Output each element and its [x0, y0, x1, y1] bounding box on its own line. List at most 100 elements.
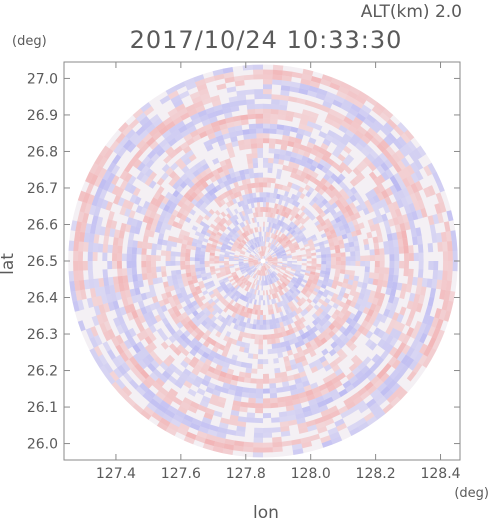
radar-cell: [321, 74, 333, 83]
radar-cell: [272, 69, 283, 76]
radar-cell: [349, 225, 356, 233]
radar-cell: [146, 272, 153, 280]
radar-cell: [385, 287, 392, 296]
radar-cell: [112, 253, 118, 261]
radar-cell: [75, 221, 82, 232]
radar-cell: [136, 372, 146, 383]
radar-cell: [202, 238, 209, 243]
radar-cell: [162, 413, 173, 423]
radar-cell: [269, 212, 274, 218]
radar-cell: [279, 270, 285, 275]
radar-cell: [189, 422, 201, 431]
radar-cell: [194, 364, 203, 372]
radar-cell: [243, 255, 249, 258]
radar-cell: [140, 347, 150, 357]
radar-cell: [273, 247, 279, 252]
radar-cell: [98, 354, 108, 366]
radar-cell: [363, 294, 370, 302]
radar-cell: [400, 197, 409, 207]
radar-cell: [244, 264, 250, 268]
radar-cell: [253, 299, 257, 305]
radar-cell: [271, 299, 275, 305]
radar-cell: [228, 131, 237, 138]
radar-cell: [389, 254, 395, 261]
radar-cell: [269, 227, 272, 233]
radar-cell: [300, 269, 306, 273]
radar-cell: [206, 211, 213, 218]
radar-cell: [201, 313, 208, 320]
radar-cell: [332, 223, 339, 229]
radar-cell: [370, 123, 381, 134]
radar-cell: [255, 408, 263, 414]
radar-cell: [277, 114, 286, 121]
radar-cell: [249, 255, 254, 258]
radar-cell: [217, 221, 224, 227]
radar-cell: [225, 207, 232, 214]
radar-cell: [193, 303, 200, 311]
radar-cell: [384, 196, 392, 206]
radar-cell: [292, 292, 298, 298]
radar-cell: [268, 274, 271, 280]
radar-cell: [272, 282, 277, 288]
radar-cell: [255, 304, 259, 310]
radar-cell: [213, 298, 220, 304]
radar-cell: [349, 426, 361, 436]
radar-cell: [221, 175, 228, 183]
radar-cell: [427, 296, 435, 307]
radar-cell: [290, 279, 296, 285]
radar-cell: [270, 278, 273, 284]
radar-cell: [190, 401, 200, 410]
radar-cell: [321, 198, 329, 206]
radar-cell: [247, 402, 256, 409]
radar-cell: [271, 178, 276, 184]
radar-cell: [326, 112, 336, 121]
radar-cell: [278, 184, 284, 190]
radar-cell: [315, 248, 321, 253]
radar-cell: [188, 283, 195, 290]
radar-cell: [389, 337, 398, 347]
radar-cell: [376, 165, 386, 175]
radar-cell: [194, 264, 200, 269]
radar-cell: [394, 261, 400, 269]
radar-cell: [338, 318, 346, 326]
radar-cell: [358, 108, 369, 118]
radar-cell: [263, 103, 272, 109]
radar-cell: [243, 279, 248, 284]
radar-cell: [199, 261, 205, 265]
radar-cell: [215, 292, 222, 299]
radar-cell: [284, 207, 290, 213]
radar-cell: [321, 323, 329, 331]
radar-cell: [122, 199, 130, 209]
radar-cell: [220, 322, 227, 330]
radar-cell: [290, 222, 296, 229]
radar-cell: [383, 308, 391, 317]
radar-cell: [221, 273, 227, 277]
radar-cell: [127, 239, 134, 248]
radar-cell: [360, 202, 368, 210]
radar-cell: [234, 240, 240, 245]
radar-cell: [239, 252, 245, 255]
radar-cell: [214, 130, 223, 138]
radar-cell: [408, 202, 416, 213]
radar-cell: [447, 261, 453, 271]
radar-cell: [335, 112, 346, 121]
radar-cell: [360, 287, 367, 295]
radar-cell: [305, 248, 311, 252]
radar-cell: [234, 254, 240, 258]
radar-cell: [352, 315, 360, 323]
radar-cell: [366, 114, 377, 124]
radar-cell: [157, 194, 165, 203]
radar-cell: [294, 201, 301, 208]
radar-cell: [272, 259, 278, 261]
radar-cell: [282, 195, 288, 202]
radar-cell: [396, 231, 403, 240]
radar-cell: [327, 238, 334, 244]
radar-cell: [369, 290, 376, 298]
radar-cell: [385, 343, 394, 354]
radar-cell: [270, 113, 279, 120]
radar-cell: [187, 108, 198, 117]
radar-cell: [281, 266, 287, 269]
radar-cell: [230, 237, 236, 243]
radar-cell: [191, 95, 202, 104]
radar-cell: [189, 165, 198, 174]
